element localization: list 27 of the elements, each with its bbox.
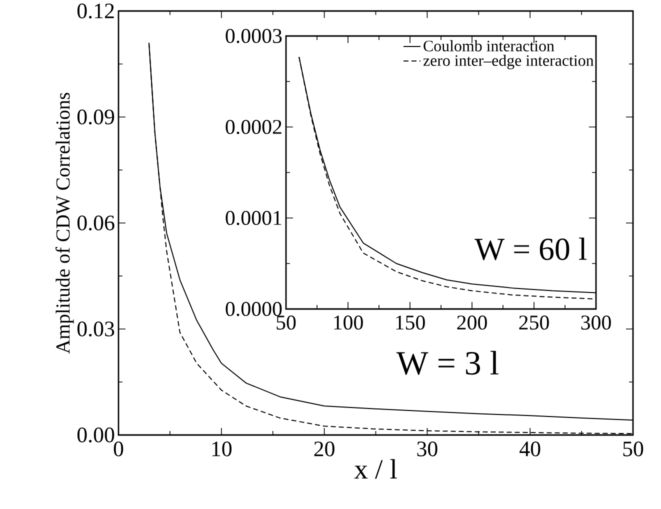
x-tick-label: 300: [581, 316, 611, 330]
x-tick-label: 50: [276, 316, 296, 330]
annotation: W = 60 l: [474, 238, 587, 260]
y-tick-label: 0.00: [77, 428, 114, 442]
x-tick-label: 100: [334, 316, 363, 330]
y-tick-label: 0.03: [77, 322, 114, 336]
x-tick-label: 200: [457, 316, 487, 330]
y-tick-label: 0.0000: [226, 302, 282, 316]
y-tick-label: 0.12: [77, 4, 114, 18]
y-tick-label: 0.09: [77, 110, 114, 124]
x-tick-label: 10: [212, 442, 232, 456]
x-axis-title: x / l: [354, 459, 397, 479]
x-tick-label: 50: [623, 442, 644, 456]
x-tick-label: 40: [520, 442, 540, 456]
y-tick-label: 0.0001: [226, 210, 282, 226]
x-tick-label: 250: [519, 316, 549, 330]
x-tick-label: 0: [114, 442, 124, 456]
x-tick-label: 150: [396, 316, 425, 330]
legend-label: Coulomb interaction: [424, 40, 554, 52]
x-tick-label: 30: [417, 442, 438, 456]
annotation: W = 3 l: [396, 350, 499, 375]
y-tick-label: 0.06: [77, 216, 114, 230]
y-axis-title: Amplitude of CDW Correlations: [56, 92, 74, 354]
y-tick-label: 0.0003: [226, 28, 282, 44]
x-tick-label: 20: [314, 442, 334, 456]
y-tick-label: 0.0002: [226, 120, 282, 134]
legend-label: zero inter–edge interaction: [423, 54, 594, 70]
